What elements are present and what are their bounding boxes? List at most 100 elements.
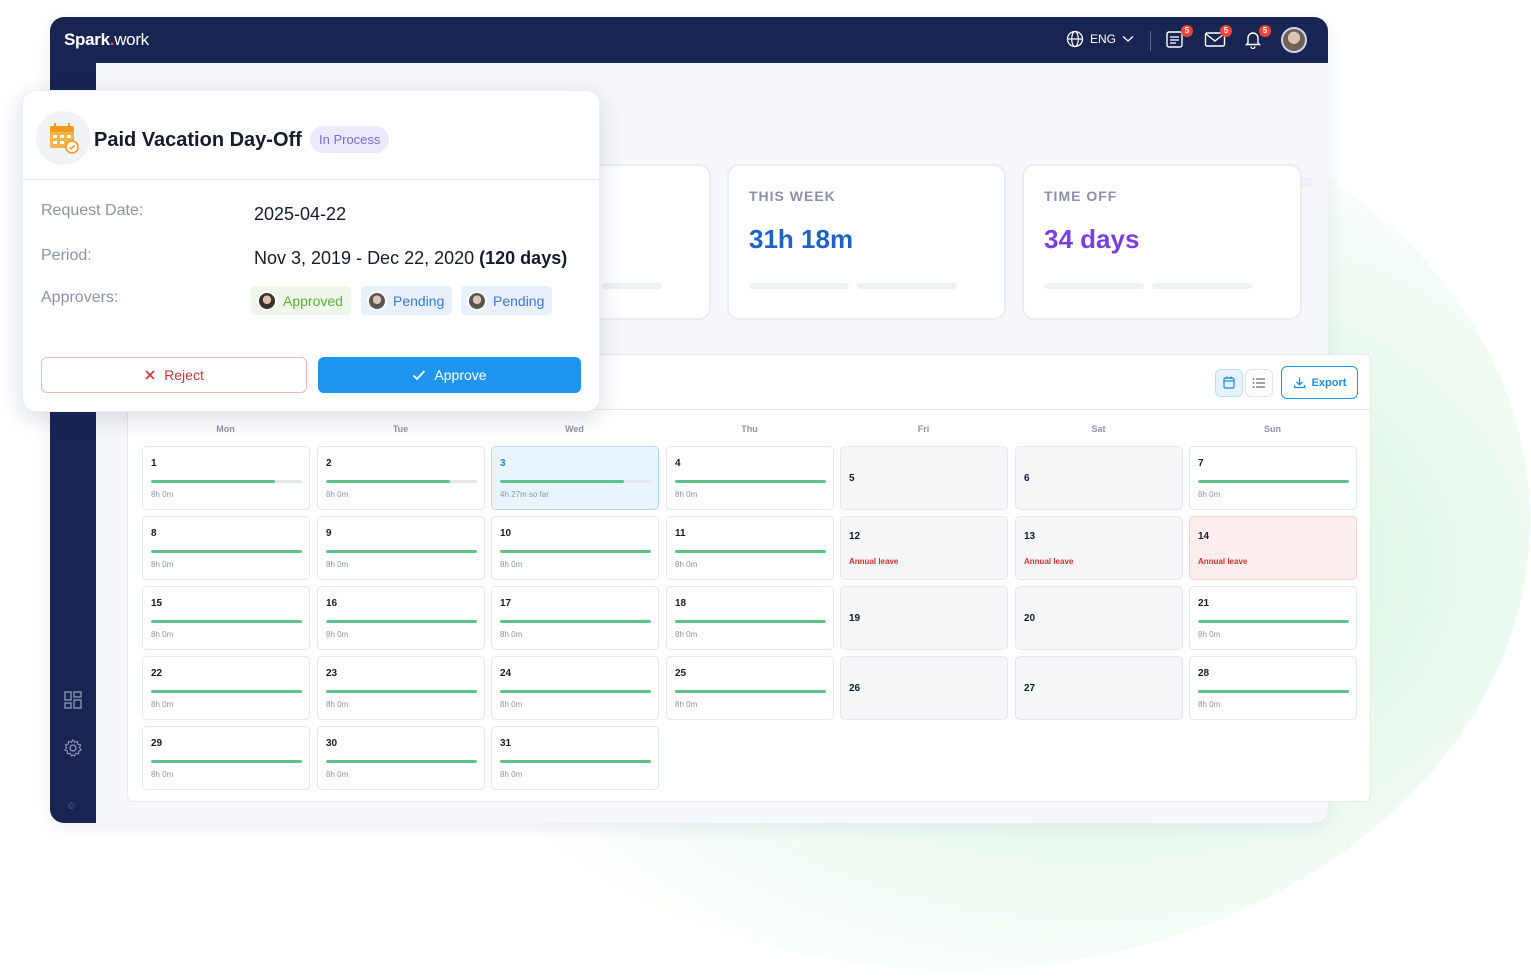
calendar-day-cell[interactable]: 15 8h 0m	[142, 586, 310, 650]
calendar-day-cell[interactable]: 25 8h 0m	[666, 656, 834, 720]
export-button[interactable]: Export	[1281, 366, 1358, 399]
calendar-day-cell[interactable]: 24 8h 0m	[491, 656, 659, 720]
hours-progress-bar	[675, 620, 826, 623]
notifications-button[interactable]: 5	[1243, 25, 1271, 51]
hours-logged: 8h 0m	[151, 700, 174, 709]
calendar-day-cell[interactable]: 2 8h 0m	[317, 446, 485, 510]
vacation-calendar-icon	[36, 111, 90, 165]
approve-label: Approve	[434, 367, 487, 383]
stat-placeholder-bar	[1152, 283, 1252, 289]
hours-logged: 8h 0m	[675, 700, 698, 709]
calendar-day-cell[interactable]: 29 8h 0m	[142, 726, 310, 790]
request-date-value: 2025-04-22	[254, 204, 347, 224]
calendar-day-cell[interactable]: 5	[840, 446, 1008, 510]
hours-progress-bar	[151, 690, 302, 693]
hours-progress-fill	[326, 760, 477, 763]
weekday-label: Mon	[216, 424, 235, 434]
hours-logged: 8h 0m	[500, 770, 523, 779]
calendar-day-cell[interactable]: 16 8h 0m	[317, 586, 485, 650]
placeholder-element	[1298, 177, 1312, 187]
chevron-down-icon	[1122, 36, 1134, 42]
hours-logged: 8h 0m	[326, 560, 349, 569]
hours-progress-bar	[326, 690, 477, 693]
day-number: 22	[151, 668, 163, 679]
brand-logo[interactable]: Spark.work	[64, 30, 149, 49]
hours-logged: 8h 0m	[326, 490, 349, 499]
day-number: 26	[849, 683, 861, 694]
hours-progress-bar	[326, 480, 477, 483]
avatar	[367, 290, 387, 311]
hours-progress-bar	[326, 620, 477, 623]
hours-progress-bar	[500, 620, 651, 623]
calendar-day-cell[interactable]: 27	[1015, 656, 1183, 720]
day-number: 17	[500, 598, 512, 609]
language-selector[interactable]: ENG	[1066, 30, 1134, 48]
tasks-button[interactable]: 5	[1165, 25, 1193, 51]
leave-label: Annual leave	[1024, 557, 1074, 566]
hours-progress-fill	[500, 550, 651, 553]
calendar-day-cell[interactable]: 10 8h 0m	[491, 516, 659, 580]
list-view-button[interactable]	[1245, 369, 1273, 397]
hours-progress-bar	[1198, 620, 1349, 623]
dashboard-icon[interactable]	[63, 690, 83, 710]
hours-logged: 8h 0m	[1198, 490, 1221, 499]
calendar-day-cell[interactable]: 14 Annual leave	[1189, 516, 1357, 580]
calendar-day-cell[interactable]: 9 8h 0m	[317, 516, 485, 580]
calendar-day-cell[interactable]: 4 8h 0m	[666, 446, 834, 510]
calendar-day-cell[interactable]: 8 8h 0m	[142, 516, 310, 580]
period-value: Nov 3, 2019 - Dec 22, 2020 (120 days)	[254, 248, 567, 269]
hours-progress-fill	[500, 690, 651, 693]
calendar-day-cell[interactable]: 18 8h 0m	[666, 586, 834, 650]
hours-progress-fill	[151, 690, 302, 693]
divider	[128, 409, 1370, 410]
hours-progress-bar	[500, 480, 651, 483]
calendar-day-cell[interactable]: 3 4h 27m so far	[491, 446, 659, 510]
calendar-day-cell[interactable]: 1 8h 0m	[142, 446, 310, 510]
calendar-day-cell[interactable]: 12 Annual leave	[840, 516, 1008, 580]
calendar-day-cell[interactable]: 19	[840, 586, 1008, 650]
calendar-day-cell[interactable]: 31 8h 0m	[491, 726, 659, 790]
day-number: 14	[1198, 531, 1210, 542]
day-number: 23	[326, 668, 338, 679]
calendar-day-cell[interactable]: 22 8h 0m	[142, 656, 310, 720]
approver-chip-pending[interactable]: Pending	[461, 286, 553, 315]
approver-status: Approved	[283, 292, 343, 309]
hours-progress-bar	[151, 620, 302, 623]
tasks-icon	[1166, 31, 1183, 48]
reject-button[interactable]: Reject	[41, 357, 307, 393]
hours-logged: 8h 0m	[326, 700, 349, 709]
calendar-day-cell[interactable]: 20	[1015, 586, 1183, 650]
calendar-day-cell[interactable]: 6	[1015, 446, 1183, 510]
stat-card-time-off: TIME OFF 34 days	[1022, 164, 1302, 320]
day-number: 31	[500, 738, 512, 749]
mail-badge: 5	[1220, 25, 1232, 37]
calendar-day-cell[interactable]: 28 8h 0m	[1189, 656, 1357, 720]
calendar-day-cell[interactable]: 21 8h 0m	[1189, 586, 1357, 650]
day-number: 13	[1024, 531, 1036, 542]
hours-progress-fill	[151, 550, 302, 553]
day-number: 28	[1198, 668, 1210, 679]
user-avatar[interactable]	[1281, 27, 1307, 53]
calendar-day-cell[interactable]: 13 Annual leave	[1015, 516, 1183, 580]
calendar-view-button[interactable]	[1215, 369, 1243, 397]
approver-chip-approved[interactable]: Approved	[251, 286, 351, 315]
hours-progress-bar	[500, 690, 651, 693]
calendar-day-cell[interactable]: 23 8h 0m	[317, 656, 485, 720]
gear-icon[interactable]	[63, 738, 83, 758]
period-days: (120 days)	[479, 248, 568, 268]
calendar-day-cell[interactable]: 11 8h 0m	[666, 516, 834, 580]
calendar-day-cell[interactable]: 17 8h 0m	[491, 586, 659, 650]
mail-button[interactable]: 5	[1204, 25, 1232, 51]
day-number: 4	[675, 458, 681, 469]
approve-button[interactable]: Approve	[318, 357, 581, 393]
hours-logged: 8h 0m	[500, 630, 523, 639]
day-number: 12	[849, 531, 861, 542]
calendar-day-cell[interactable]: 30 8h 0m	[317, 726, 485, 790]
request-date-label: Request Date:	[41, 202, 144, 219]
calendar-day-cell[interactable]: 7 8h 0m	[1189, 446, 1357, 510]
approver-chip-pending[interactable]: Pending	[361, 286, 453, 315]
day-number: 1	[151, 458, 157, 469]
hours-progress-bar	[151, 550, 302, 553]
hours-progress-bar	[500, 550, 651, 553]
calendar-day-cell[interactable]: 26	[840, 656, 1008, 720]
